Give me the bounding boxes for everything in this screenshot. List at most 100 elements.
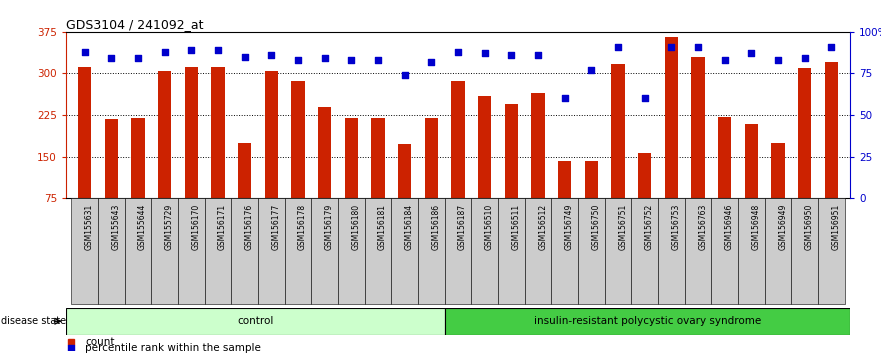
Bar xyxy=(98,198,125,304)
Bar xyxy=(451,81,465,198)
Point xyxy=(664,44,678,50)
Bar xyxy=(692,57,705,198)
Bar xyxy=(71,198,98,304)
Bar xyxy=(344,118,358,198)
Bar xyxy=(772,143,785,198)
Text: GSM156180: GSM156180 xyxy=(352,204,360,250)
Bar xyxy=(744,124,759,198)
Point xyxy=(104,56,118,61)
Bar xyxy=(665,38,678,198)
Bar xyxy=(398,144,411,198)
Bar xyxy=(798,68,811,198)
Point xyxy=(211,47,226,53)
Text: insulin-resistant polycystic ovary syndrome: insulin-resistant polycystic ovary syndr… xyxy=(534,316,761,326)
Bar xyxy=(152,198,178,304)
Bar xyxy=(718,117,731,198)
Point xyxy=(798,56,812,61)
Bar xyxy=(712,198,738,304)
Bar xyxy=(365,198,391,304)
Bar xyxy=(185,67,198,198)
Text: GSM156187: GSM156187 xyxy=(458,204,467,250)
Bar xyxy=(318,107,331,198)
Text: GSM156179: GSM156179 xyxy=(325,204,334,250)
Point xyxy=(291,57,305,63)
Text: GSM156950: GSM156950 xyxy=(805,204,814,250)
Text: GSM156763: GSM156763 xyxy=(698,204,707,250)
Point xyxy=(131,56,145,61)
Point xyxy=(264,52,278,58)
Text: disease state: disease state xyxy=(2,316,66,326)
Bar xyxy=(604,198,632,304)
Bar xyxy=(131,118,144,198)
Bar xyxy=(738,198,765,304)
Point xyxy=(825,44,839,50)
Bar xyxy=(125,198,152,304)
Point xyxy=(691,44,705,50)
Bar xyxy=(372,118,385,198)
Text: GSM156946: GSM156946 xyxy=(725,204,734,250)
Text: GSM156184: GSM156184 xyxy=(404,204,414,250)
Bar xyxy=(232,198,258,304)
Point xyxy=(344,57,359,63)
Point xyxy=(771,57,785,63)
Bar xyxy=(658,198,685,304)
Bar xyxy=(338,198,365,304)
Point xyxy=(638,96,652,101)
Point xyxy=(505,52,519,58)
Bar xyxy=(818,198,845,304)
Point xyxy=(584,67,598,73)
Text: GDS3104 / 241092_at: GDS3104 / 241092_at xyxy=(66,18,204,31)
Text: GSM156751: GSM156751 xyxy=(618,204,627,250)
Text: GSM156171: GSM156171 xyxy=(218,204,227,250)
Text: GSM156510: GSM156510 xyxy=(485,204,493,250)
Point xyxy=(78,49,92,55)
Point xyxy=(238,54,252,59)
Text: GSM156170: GSM156170 xyxy=(191,204,200,250)
Point xyxy=(451,49,465,55)
Bar xyxy=(391,198,418,304)
Bar xyxy=(578,198,604,304)
Bar xyxy=(418,198,445,304)
Point xyxy=(531,52,545,58)
Point xyxy=(318,56,332,61)
Text: GSM156752: GSM156752 xyxy=(645,204,654,250)
Bar xyxy=(78,67,92,198)
Text: GSM156177: GSM156177 xyxy=(271,204,280,250)
Text: GSM155729: GSM155729 xyxy=(165,204,174,250)
Text: GSM155631: GSM155631 xyxy=(85,204,93,250)
Bar xyxy=(611,64,625,198)
Text: GSM156181: GSM156181 xyxy=(378,204,387,250)
Text: percentile rank within the sample: percentile rank within the sample xyxy=(85,343,262,353)
Bar xyxy=(312,198,338,304)
Bar xyxy=(552,198,578,304)
Text: GSM156511: GSM156511 xyxy=(512,204,521,250)
Point xyxy=(158,49,172,55)
Bar xyxy=(66,308,445,335)
Point xyxy=(718,57,732,63)
Bar xyxy=(204,198,232,304)
Text: GSM156176: GSM156176 xyxy=(245,204,254,250)
Point xyxy=(397,72,411,78)
Bar xyxy=(559,161,572,198)
Bar xyxy=(531,93,544,198)
Text: GSM156178: GSM156178 xyxy=(298,204,307,250)
Bar xyxy=(632,198,658,304)
Point xyxy=(558,96,572,101)
Bar xyxy=(285,198,312,304)
Text: GSM156949: GSM156949 xyxy=(778,204,787,250)
Bar xyxy=(498,198,525,304)
Bar xyxy=(685,198,712,304)
Bar xyxy=(478,96,492,198)
Bar xyxy=(178,198,204,304)
Bar xyxy=(525,198,552,304)
Text: GSM156749: GSM156749 xyxy=(565,204,574,250)
Bar xyxy=(445,308,850,335)
Bar xyxy=(505,104,518,198)
Bar xyxy=(258,198,285,304)
Bar xyxy=(765,198,791,304)
Text: control: control xyxy=(237,316,273,326)
Text: GSM156750: GSM156750 xyxy=(591,204,601,250)
Point xyxy=(184,47,198,53)
Point xyxy=(744,51,759,56)
Bar xyxy=(585,160,598,198)
